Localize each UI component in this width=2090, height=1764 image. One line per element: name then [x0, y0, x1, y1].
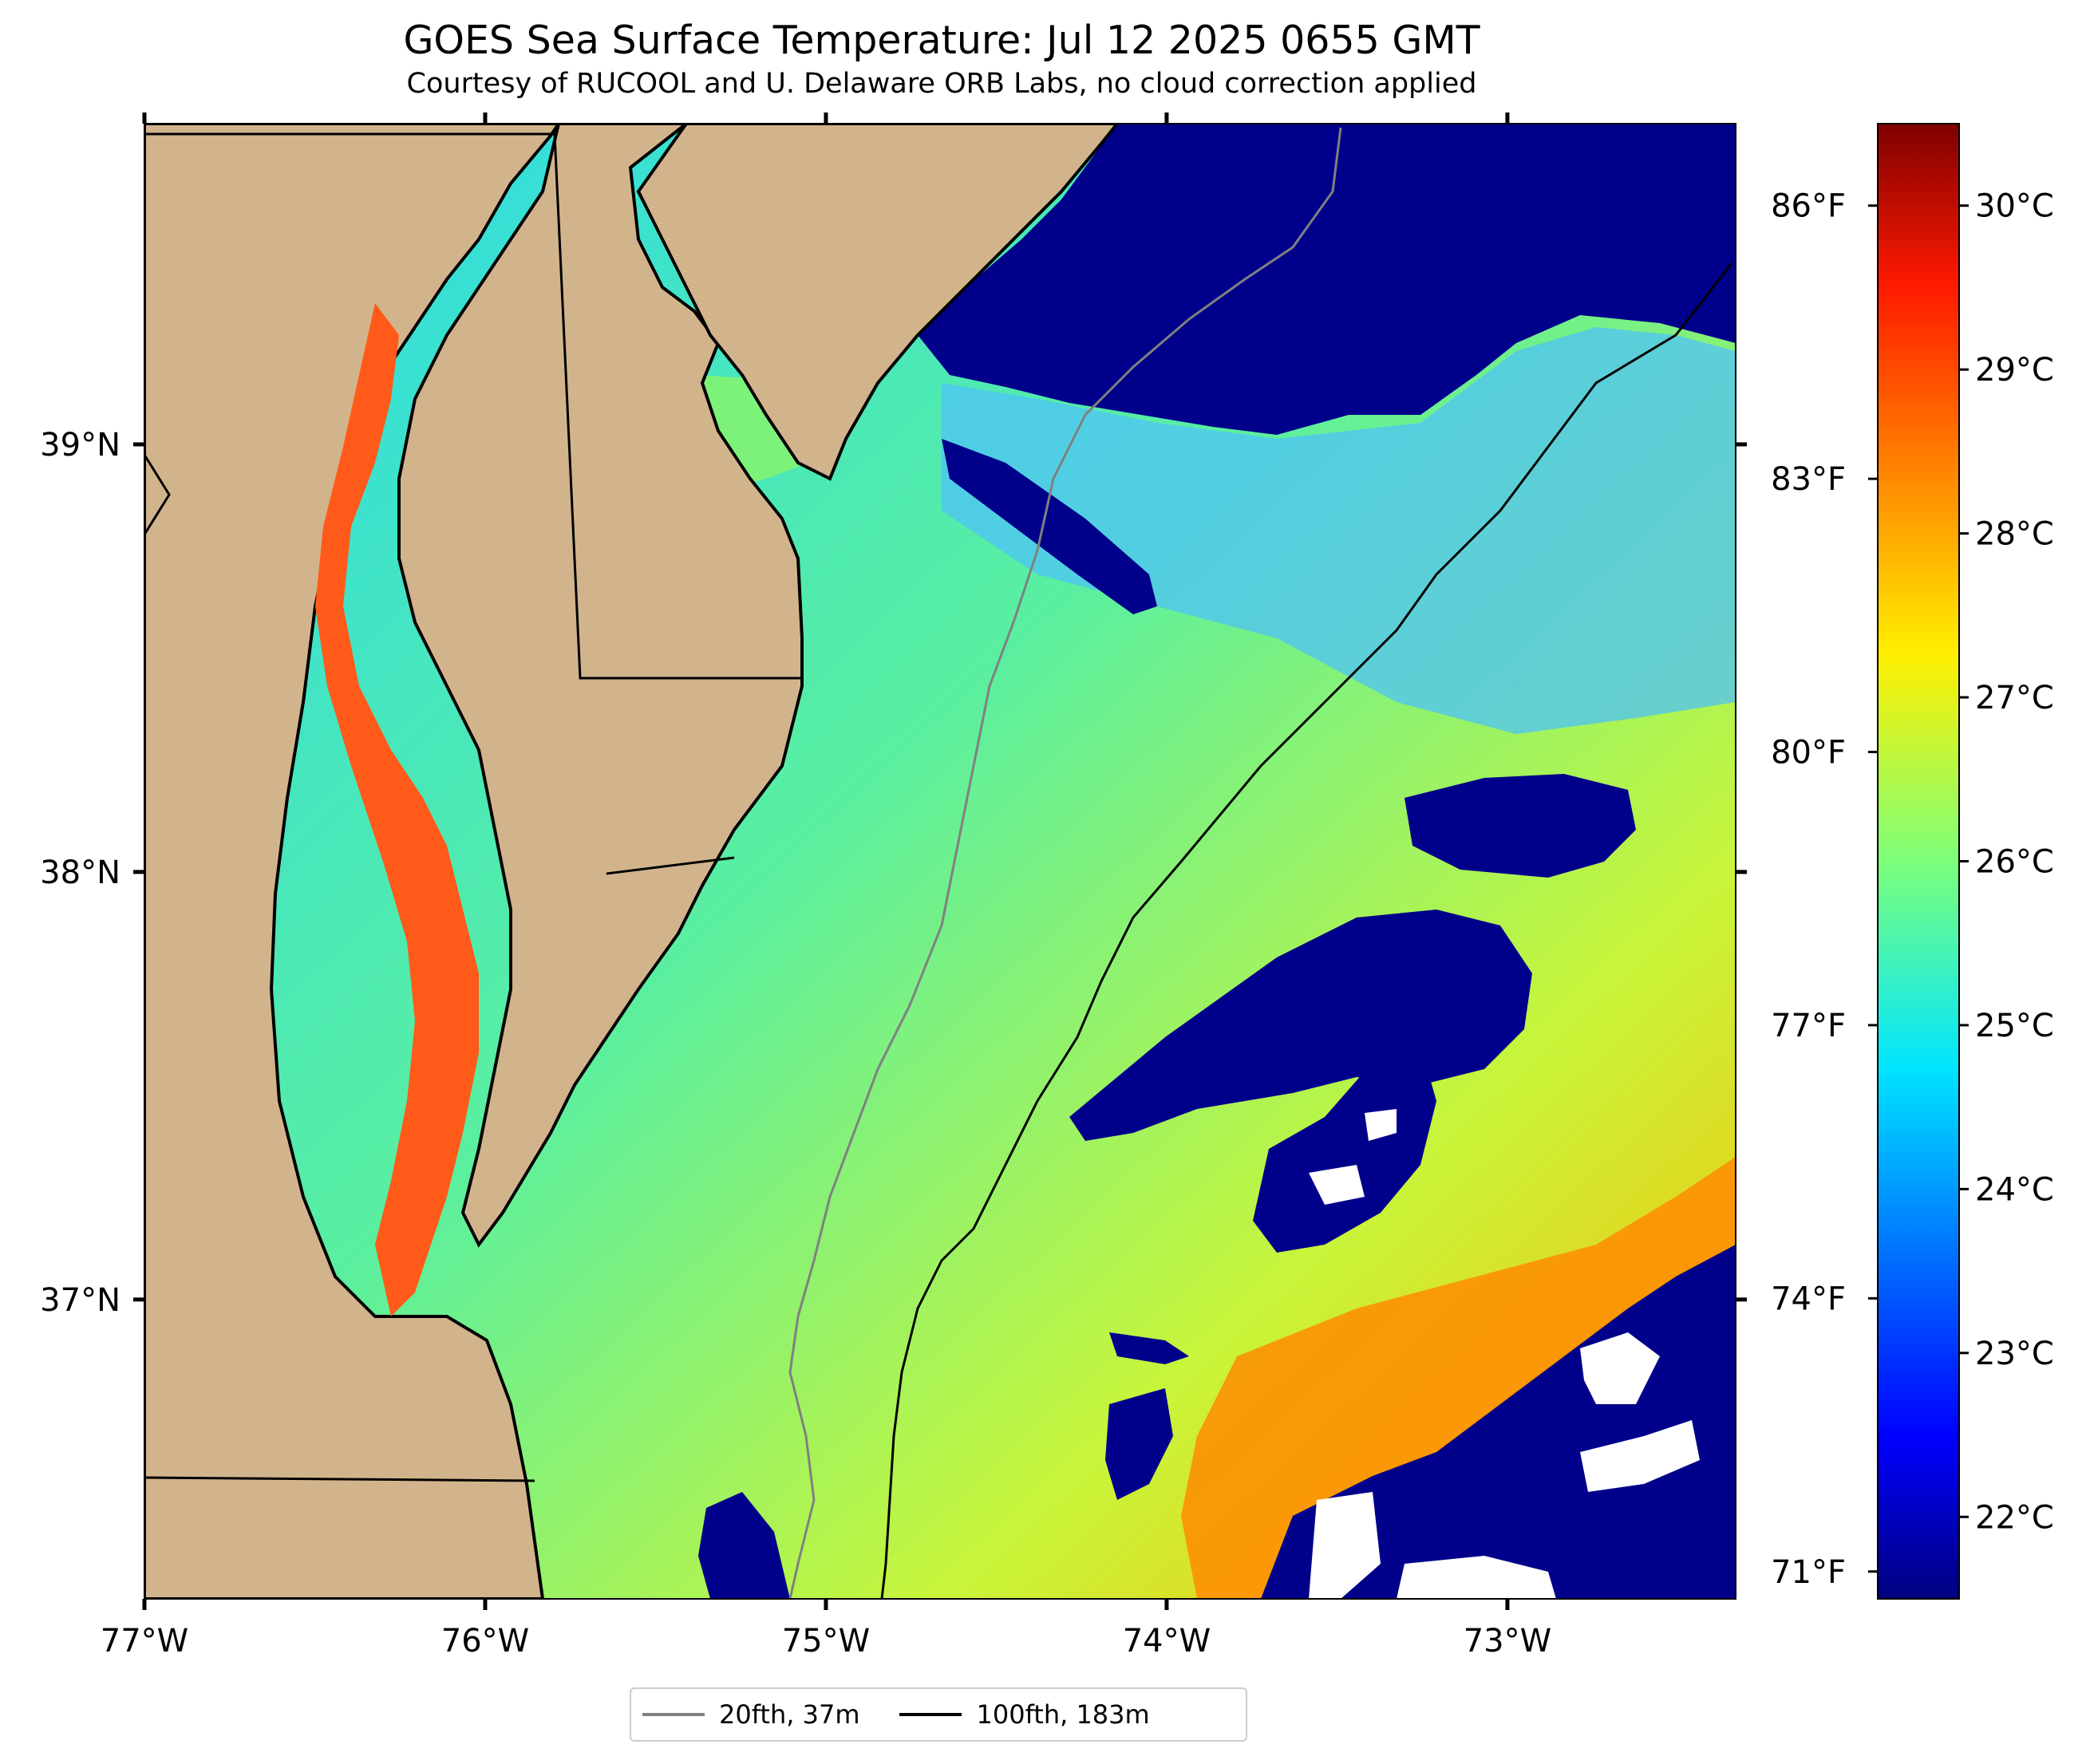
- lat-tick-label: 37°N: [40, 1282, 121, 1319]
- isobath-20fth: [788, 127, 1342, 1599]
- land-delmarva: [397, 124, 804, 1248]
- celsius-tick-label: 26°C: [1975, 844, 2054, 881]
- fahrenheit-tick-label: 83°F: [1771, 461, 1846, 498]
- state-boundary: [144, 1476, 535, 1482]
- land-west: [144, 124, 561, 1599]
- isobath-legend: 20fth, 37m 100fth, 183m: [630, 1687, 1247, 1742]
- celsius-tick-label: 22°C: [1975, 1499, 2054, 1536]
- lon-tick-label: 73°W: [1464, 1623, 1551, 1659]
- map-subtitle: Courtesy of RUCOOL and U. Delaware ORB L…: [406, 68, 1477, 100]
- celsius-tick-label: 24°C: [1975, 1171, 2054, 1208]
- colorbar-fahrenheit-ticks: 71°F 74°F 77°F 80°F 83°F 86°F: [1771, 188, 1878, 1591]
- cloud-gap-3: [1580, 1420, 1700, 1492]
- land-new-jersey: [636, 124, 1120, 481]
- cold-blob-3: [1253, 1045, 1436, 1253]
- legend-item-100fth: 100fth, 183m: [888, 1699, 1150, 1730]
- lon-tick-label: 75°W: [782, 1623, 870, 1659]
- lon-tick-label: 76°W: [441, 1623, 529, 1659]
- celsius-tick-label: 28°C: [1975, 516, 2054, 553]
- cloud-gap-1: [1309, 1492, 1381, 1599]
- celsius-tick-label: 23°C: [1975, 1336, 2054, 1372]
- colorbar-gradient: [1877, 123, 1960, 1600]
- cloud-gap-4: [1580, 1332, 1660, 1404]
- cold-blob-7: [698, 1492, 790, 1599]
- cloud-gap-6: [1365, 1109, 1397, 1141]
- map-title: GOES Sea Surface Temperature: Jul 12 202…: [403, 18, 1480, 63]
- longitude-axis: 77°W 76°W 75°W 74°W 73°W: [101, 112, 1551, 1659]
- colorbar: 22°C 23°C 24°C 25°C 26°C 27°C 28°C 29°C 30°C 71°…: [1771, 123, 2054, 1600]
- lon-tick-label: 74°W: [1123, 1623, 1211, 1659]
- offshore-light-water: [942, 327, 1736, 734]
- cold-blob-6: [1105, 1388, 1173, 1500]
- colorbar-celsius-ticks: 22°C 23°C 24°C 25°C 26°C 27°C 28°C 29°C 30°C: [1959, 188, 2054, 1536]
- legend-line-black: [899, 1713, 962, 1716]
- legend-line-gray: [642, 1713, 705, 1716]
- state-boundary: [606, 856, 735, 875]
- cold-blob-4: [942, 439, 1157, 614]
- fahrenheit-tick-label: 80°F: [1771, 735, 1846, 772]
- legend-label-100fth: 100fth, 183m: [976, 1699, 1150, 1730]
- cold-blob-1: [1405, 774, 1636, 878]
- lon-tick-label: 77°W: [101, 1623, 188, 1659]
- map-frame: [144, 123, 1736, 1600]
- celsius-tick-label: 30°C: [1975, 188, 2054, 225]
- legend-item-20fth: 20fth, 37m: [631, 1699, 859, 1730]
- chesapeake-bay-water: [315, 303, 479, 1316]
- celsius-tick-label: 27°C: [1975, 680, 2054, 716]
- latitude-axis: 39°N 38°N 37°N: [40, 427, 1747, 1319]
- fahrenheit-tick-label: 74°F: [1771, 1281, 1846, 1317]
- fahrenheit-tick-label: 86°F: [1771, 188, 1846, 225]
- fahrenheit-tick-label: 71°F: [1771, 1554, 1846, 1591]
- cold-water-southeast: [1261, 1245, 1736, 1599]
- lat-tick-label: 39°N: [40, 427, 121, 464]
- celsius-tick-label: 25°C: [1975, 1008, 2054, 1044]
- state-boundary: [144, 132, 802, 680]
- state-boundary: [144, 454, 171, 535]
- celsius-tick-label: 29°C: [1975, 352, 2054, 389]
- cold-water-region-north: [918, 124, 1736, 435]
- fahrenheit-tick-label: 77°F: [1771, 1008, 1846, 1044]
- cloud-gap-2: [1397, 1556, 1556, 1599]
- isobath-100fth: [880, 262, 1733, 1599]
- sst-map-area: [144, 124, 1736, 1599]
- cold-blob-5: [1109, 1332, 1189, 1364]
- legend-label-20fth: 20fth, 37m: [719, 1699, 860, 1730]
- lat-tick-label: 38°N: [40, 854, 121, 891]
- cloud-gap-5: [1309, 1165, 1365, 1205]
